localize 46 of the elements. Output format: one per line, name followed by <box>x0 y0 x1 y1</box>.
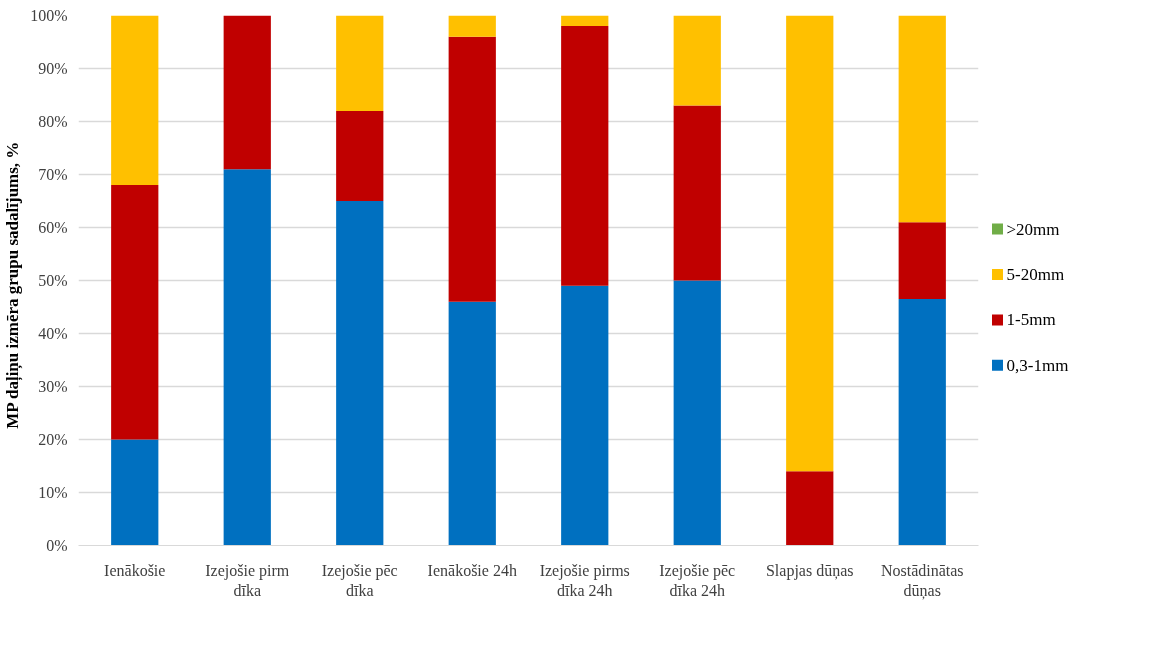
bar <box>673 280 721 546</box>
bar <box>223 15 271 170</box>
bar <box>336 110 384 201</box>
x-tick-label: Izejošie pēc dīka 24h <box>659 561 736 599</box>
bar <box>561 26 609 286</box>
legend-label: 0,3-1mm <box>1006 355 1069 375</box>
bar <box>336 201 384 546</box>
y-tick-label: 80% <box>38 113 68 130</box>
y-tick-label: 10% <box>38 484 68 501</box>
bar <box>111 439 159 546</box>
x-tick-label: Ienākošie <box>104 561 166 579</box>
x-tick-label: Ienākošie 24h <box>427 561 517 579</box>
bar <box>336 15 384 111</box>
legend-label: 5-20mm <box>1006 264 1065 284</box>
bar <box>673 15 721 106</box>
y-tick-label: 50% <box>38 272 68 289</box>
legend-label: 1-5mm <box>1006 310 1056 330</box>
bar <box>561 15 609 27</box>
bar <box>786 15 834 472</box>
bar <box>111 15 159 186</box>
bar <box>448 15 496 37</box>
x-tick-label: Izejošie pirms dīka 24h <box>539 561 630 599</box>
x-tick-label: Izejošie pirm dīka <box>205 561 290 599</box>
y-tick-label: 0% <box>46 537 68 554</box>
bar <box>673 105 721 281</box>
y-tick-label: 40% <box>38 325 68 342</box>
bar <box>448 36 496 302</box>
bar <box>898 15 946 223</box>
y-axis-title: MP daļiņu izmēra grupu sadalījums, % <box>3 141 24 429</box>
y-tick-label: 70% <box>38 166 68 183</box>
x-tick-label: Izejošie pēc dīka <box>321 561 398 599</box>
bar <box>111 185 159 440</box>
y-tick-label: 30% <box>38 378 68 395</box>
bar <box>223 169 271 546</box>
bar <box>561 285 609 546</box>
legend-label: >20mm <box>1006 219 1060 239</box>
x-tick-label: Nostādinātas dūņas <box>880 561 964 600</box>
x-tick-label: Slapjas dūņas <box>765 561 854 580</box>
y-tick-label: 20% <box>38 431 68 448</box>
bar <box>898 222 946 300</box>
y-tick-label: 100% <box>30 7 68 24</box>
bar <box>898 299 946 546</box>
bar <box>448 301 496 546</box>
bar <box>786 471 834 546</box>
y-tick-label: 90% <box>38 60 68 77</box>
y-tick-label: 60% <box>38 219 68 236</box>
